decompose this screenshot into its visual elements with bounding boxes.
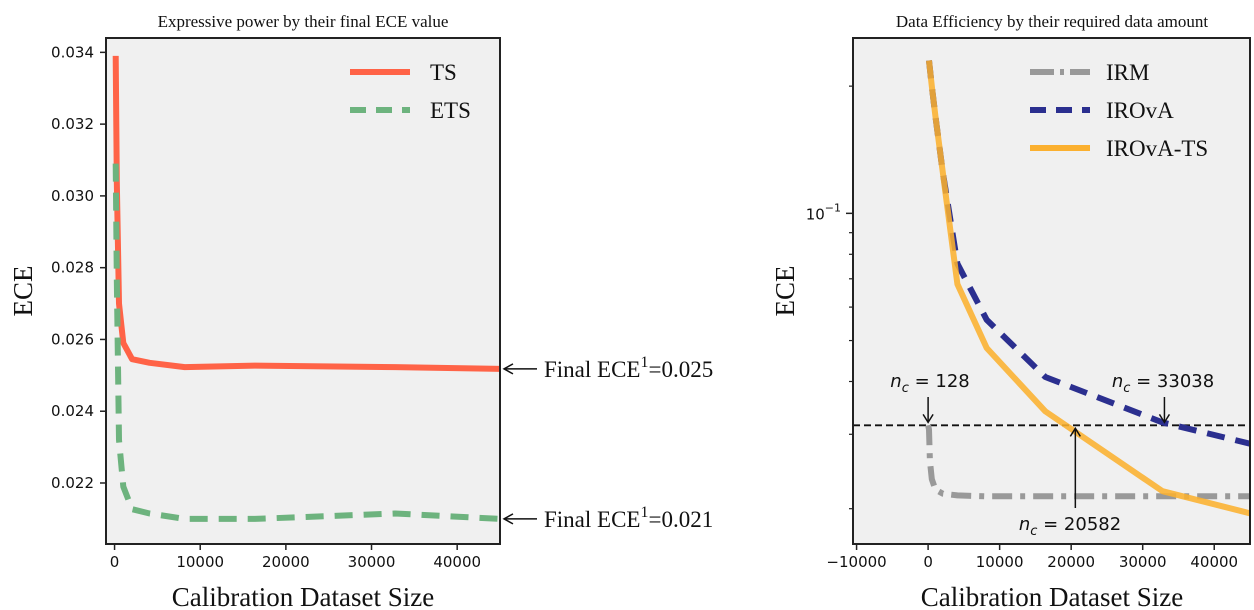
y-tick-label: 0.024 <box>51 402 94 420</box>
right-chart: −10000 0 10000 20000 30000 40000 10−1 Data Eff… <box>770 12 1251 610</box>
legend-label-irova: IROvA <box>1106 98 1174 123</box>
left-chart: 0 10000 20000 30000 40000 0.022 0.024 0.026 0.02… <box>8 12 713 610</box>
y-tick-exponent: −1 <box>825 201 841 214</box>
right-plot-frame <box>852 37 1251 545</box>
right-x-axis-label: Calibration Dataset Size <box>921 582 1183 610</box>
right-chart-title: Data Efficiency by their required data a… <box>896 12 1208 31</box>
annotation-superscript: 1 <box>640 504 648 521</box>
y-tick-label: 0.026 <box>51 330 94 348</box>
right-tick-layer: −10000 0 10000 20000 30000 40000 10−1 <box>806 85 1238 571</box>
x-tick-label: 0 <box>923 553 933 571</box>
annotation-value: = 33038 <box>1130 371 1214 392</box>
right-y-axis-label: ECE <box>770 266 800 317</box>
legend-label-irova-ts: IROvA-TS <box>1106 136 1208 161</box>
annotation-arrow-head <box>1158 413 1171 424</box>
annotation-superscript: 1 <box>640 354 648 371</box>
annotation-var: n <box>1112 371 1123 392</box>
series-line-ts <box>112 55 501 372</box>
annotation-value: = 20582 <box>1037 514 1121 535</box>
annotation-final-ece: Final ECE1=0.021 <box>544 504 713 532</box>
left-chart-title: Expressive power by their final ECE valu… <box>158 12 449 31</box>
left-series-layer <box>112 55 501 522</box>
x-tick-label: 0 <box>110 553 120 571</box>
x-tick-label: 20000 <box>262 553 310 571</box>
x-tick-label: 20000 <box>1047 553 1095 571</box>
annotation-var: n <box>1019 514 1030 535</box>
x-tick-label: 30000 <box>348 553 396 571</box>
legend-label-ets: ETS <box>430 98 471 123</box>
series-line-irova-ts <box>926 60 1250 517</box>
x-tick-label: 40000 <box>1190 553 1238 571</box>
x-tick-label: 10000 <box>176 553 224 571</box>
annotation-nc-128: nc = 128 <box>890 371 969 396</box>
y-tick-label: 0.032 <box>51 115 94 133</box>
x-tick-label: 10000 <box>976 553 1024 571</box>
annotation-arrow-head <box>502 363 514 375</box>
x-tick-label: −10000 <box>826 553 886 571</box>
y-tick-label: 0.034 <box>51 43 94 61</box>
annotation-var: n <box>890 371 901 392</box>
annotation-nc-20582: nc = 20582 <box>1019 514 1121 539</box>
annotation-sub: c <box>1123 381 1130 396</box>
left-plot-area <box>106 38 500 544</box>
annotation-value: = 128 <box>909 371 970 392</box>
x-tick-label: 30000 <box>1119 553 1167 571</box>
annotation-arrow-head <box>1069 426 1081 437</box>
annotation-sub: c <box>1030 524 1037 539</box>
y-tick-label: 0.030 <box>51 187 94 205</box>
y-tick-label: 0.028 <box>51 259 94 277</box>
right-series-layer <box>853 60 1250 517</box>
left-x-axis-label: Calibration Dataset Size <box>172 582 434 610</box>
y-tick-label: 10−1 <box>806 201 841 223</box>
left-y-axis-label: ECE <box>8 266 38 317</box>
series-line-ets <box>112 163 501 522</box>
legend-label-irm: IRM <box>1106 60 1149 85</box>
left-legend: TS ETS <box>350 60 471 123</box>
right-legend: IRM IROvA IROvA-TS <box>1030 60 1208 161</box>
annotation-prefix: Final ECE <box>544 357 640 382</box>
annotation-prefix: Final ECE <box>544 507 640 532</box>
annotation-nc-33038: nc = 33038 <box>1112 371 1214 396</box>
annotation-value: =0.021 <box>648 507 713 532</box>
right-plot-area <box>853 38 1250 544</box>
series-line-irm <box>925 424 1250 500</box>
y-tick-base: 10 <box>806 205 825 223</box>
annotation-final-ece: Final ECE1=0.025 <box>544 354 713 382</box>
annotation-arrow-head <box>922 413 934 424</box>
y-tick-label: 0.022 <box>51 474 94 492</box>
x-tick-label: 40000 <box>433 553 481 571</box>
left-tick-layer: 0 10000 20000 30000 40000 0.022 0.024 0.026 0.02… <box>51 43 481 571</box>
legend-label-ts: TS <box>430 60 457 85</box>
annotation-sub: c <box>902 381 909 396</box>
annotation-arrow-head <box>502 513 514 525</box>
left-plot-frame <box>105 37 501 545</box>
annotation-value: =0.025 <box>648 357 713 382</box>
